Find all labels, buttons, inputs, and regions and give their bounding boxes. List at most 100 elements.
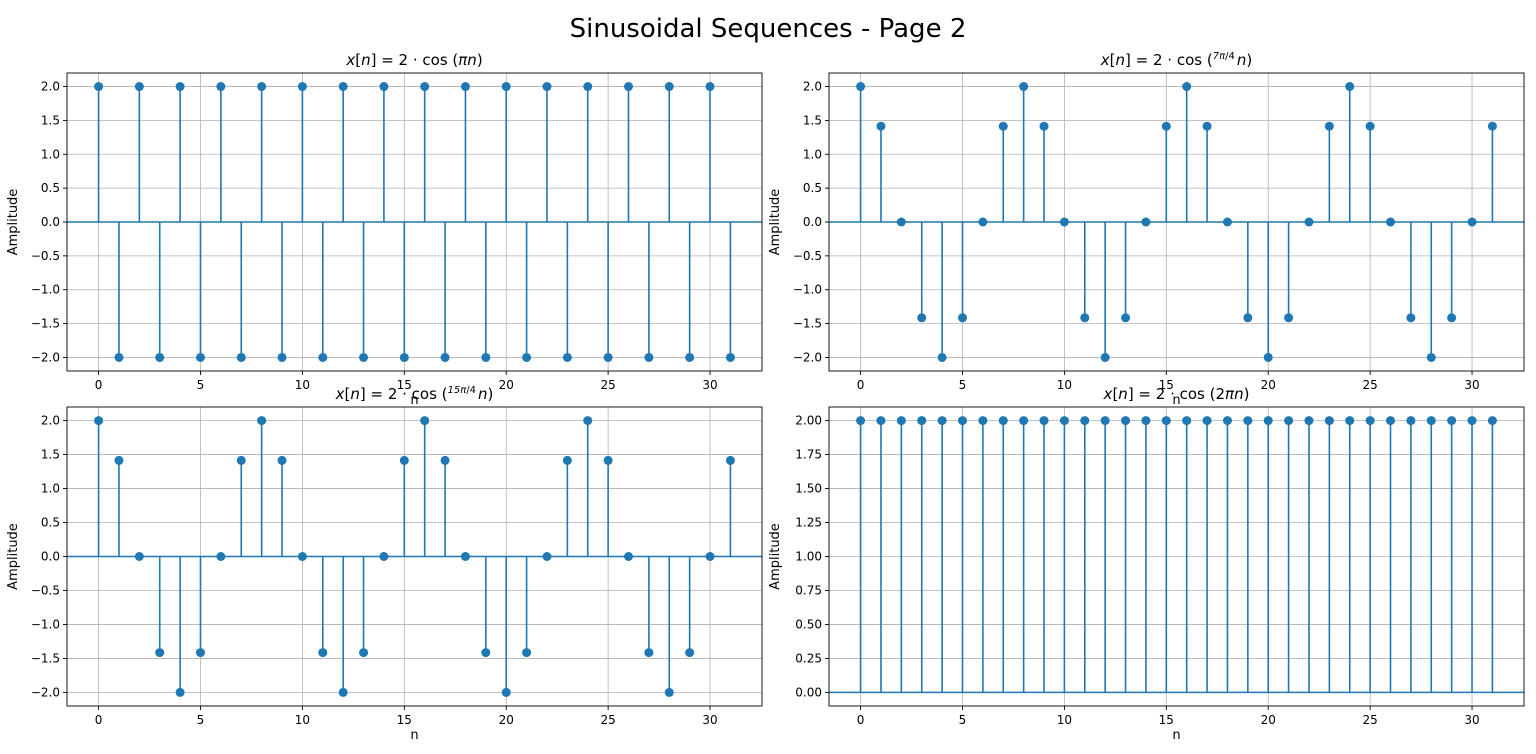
y-tick-label: −1.5	[793, 317, 822, 331]
y-tick-label: −2.0	[31, 685, 60, 699]
x-axis-label: n	[410, 728, 418, 743]
y-tick-label: 0.25	[795, 651, 822, 665]
stem-marker	[1406, 313, 1416, 323]
stem-marker	[1182, 82, 1192, 92]
stem-marker	[1284, 416, 1294, 426]
stem-marker	[1426, 416, 1436, 426]
y-tick-label: −1.0	[793, 283, 822, 297]
x-tick-label: 0	[95, 713, 103, 727]
subplot-1: 0 5 10 15 20 25 30 −2.0 −1.5 −1.0 −0.5 0.0 0.5 1.0 1.5…	[6, 51, 763, 408]
stem-marker	[917, 416, 927, 426]
stem-marker	[420, 416, 430, 426]
stem-marker	[501, 82, 511, 92]
stem-marker	[705, 82, 715, 92]
stem-marker	[562, 455, 572, 465]
y-tick-label: −1.5	[31, 317, 60, 331]
stem-marker	[1243, 313, 1253, 323]
stem-marker	[583, 82, 593, 92]
stem-marker	[725, 352, 735, 362]
stem-marker	[1161, 121, 1171, 131]
stem-marker	[481, 648, 491, 658]
stem-marker	[998, 416, 1008, 426]
stem-marker	[1447, 313, 1457, 323]
y-axis-label: Amplitude	[6, 523, 21, 590]
x-tick-label: 5	[197, 378, 205, 392]
stem-marker	[277, 455, 287, 465]
stem-marker	[1304, 217, 1314, 227]
x-tick-label: 15	[1159, 378, 1174, 392]
stem-marker	[542, 82, 552, 92]
stem-marker	[1304, 416, 1314, 426]
stem-marker	[664, 82, 674, 92]
stem-marker	[644, 352, 654, 362]
stem-marker	[1345, 416, 1355, 426]
y-tick-label: 1.75	[795, 448, 822, 462]
stem-marker	[1161, 416, 1171, 426]
x-tick-label: 10	[1057, 713, 1072, 727]
stem-marker	[1345, 82, 1355, 92]
x-tick-label: 25	[1362, 713, 1377, 727]
y-tick-label: 1.5	[803, 113, 822, 127]
stem-marker	[236, 352, 246, 362]
x-tick-label: 25	[600, 713, 615, 727]
stem-marker	[856, 82, 866, 92]
stem-marker	[562, 352, 572, 362]
stem-marker	[297, 552, 307, 561]
y-tick-label: 0.5	[41, 516, 60, 530]
x-tick-label: 15	[397, 378, 412, 392]
y-axis-label: Amplitude	[6, 189, 21, 256]
subplot-3: 0 5 10 15 20 25 30 −2.0 −1.5 −1.0 −0.5 0.0 0.5 1.0 1.5…	[6, 385, 763, 743]
y-tick-label: −0.5	[31, 583, 60, 597]
stem-marker	[1019, 82, 1029, 92]
stem-marker	[134, 82, 144, 92]
x-tick-label: 20	[499, 713, 514, 727]
stem-marker	[1100, 352, 1110, 362]
y-tick-label: −2.0	[793, 350, 822, 364]
stem-marker	[94, 82, 104, 92]
stem-marker	[379, 552, 389, 561]
stem-marker	[359, 648, 369, 658]
stem-marker	[440, 352, 450, 362]
y-tick-label: 1.5	[41, 448, 60, 462]
stem-marker	[1019, 416, 1029, 426]
y-axis-label: Amplitude	[768, 523, 783, 590]
x-tick-label: 30	[1464, 378, 1479, 392]
stem-marker	[957, 313, 967, 323]
stem-marker	[379, 82, 389, 92]
x-tick-label: 0	[857, 378, 865, 392]
y-tick-label: 1.0	[41, 482, 60, 496]
x-tick-label: 30	[702, 713, 717, 727]
y-tick-label: 2.00	[795, 414, 822, 428]
x-tick-label: 0	[95, 378, 103, 392]
stem-marker	[1100, 416, 1110, 426]
stem-marker	[1080, 313, 1090, 323]
y-axis-label: Amplitude	[768, 189, 783, 256]
stem-marker	[216, 552, 226, 561]
stem-marker	[1467, 416, 1477, 426]
x-tick-label: 10	[1057, 378, 1072, 392]
stem-marker	[359, 352, 369, 362]
stem-marker	[1182, 416, 1192, 426]
subplot-4: 0 5 10 15 20 25 30 0.00 0.25 0.50 0.75 1.00 1.25 1.50…	[768, 385, 1525, 743]
stem-marker	[998, 121, 1008, 131]
x-tick-label: 5	[959, 378, 967, 392]
stem-marker	[896, 416, 906, 426]
y-tick-label: −1.0	[31, 283, 60, 297]
stem-marker	[876, 416, 886, 426]
stem-marker	[978, 416, 988, 426]
stem-marker	[420, 82, 430, 92]
stem-marker	[937, 416, 947, 426]
y-tick-label: 2.0	[803, 80, 822, 94]
x-tick-label: 20	[1261, 378, 1276, 392]
x-tick-label: 5	[959, 713, 967, 727]
stem-marker	[1324, 416, 1334, 426]
stem-marker	[1365, 416, 1375, 426]
stem-marker	[1447, 416, 1457, 426]
stem-marker	[1386, 416, 1396, 426]
y-tick-label: −1.5	[31, 651, 60, 665]
stem-marker	[257, 416, 267, 426]
stem-marker	[195, 648, 205, 658]
y-tick-label: 1.00	[795, 550, 822, 564]
stem-marker	[236, 455, 246, 465]
y-tick-label: 0.50	[795, 617, 822, 631]
